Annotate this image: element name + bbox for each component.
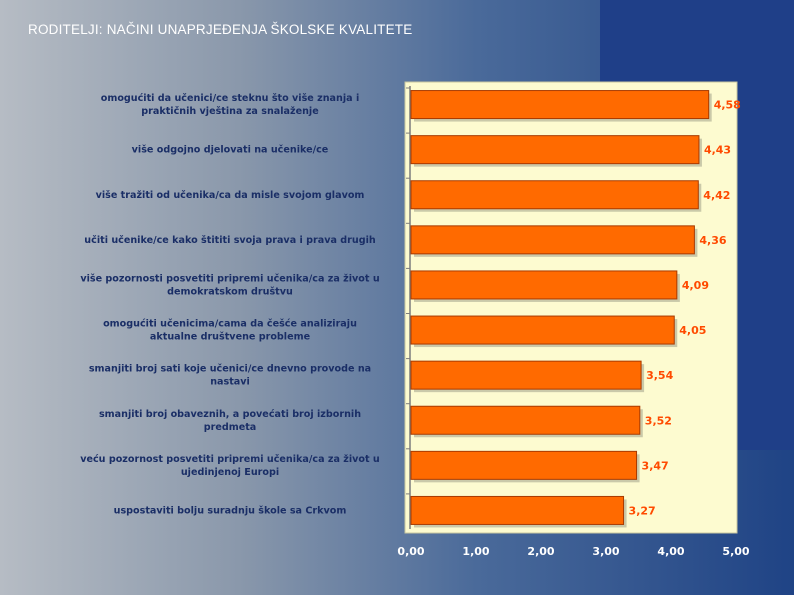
value-label-7: 3,54 — [646, 369, 673, 382]
bar-10 — [410, 495, 625, 525]
x-tick-label: 3,00 — [592, 545, 619, 558]
bar-7 — [410, 360, 642, 390]
x-tick-label: 1,00 — [462, 545, 489, 558]
category-label-line: predmeta — [204, 422, 257, 433]
category-label-line: aktualne društvene probleme — [150, 331, 311, 343]
bar-3 — [410, 180, 699, 210]
category-label-line: više pozornosti posvetiti pripremi učeni… — [80, 272, 379, 284]
category-label-line: demokratskom društvu — [167, 285, 293, 297]
category-label-9: veću pozornost posvetiti pripremi učenik… — [80, 453, 380, 478]
value-label-2: 4,43 — [704, 144, 731, 157]
value-label-1: 4,58 — [714, 99, 741, 112]
category-label-line: uspostaviti bolju suradnju škole sa Crkv… — [114, 504, 347, 516]
x-tick-label: 2,00 — [527, 545, 554, 558]
category-label-5: više pozornosti posvetiti pripremi učeni… — [80, 272, 379, 297]
category-label-line: smanjiti broj obaveznih, a povećati broj… — [99, 408, 361, 420]
category-label-1: omogućiti da učenici/ce steknu što više … — [101, 92, 360, 117]
category-label-line: omogućiti da učenici/ce steknu što više … — [101, 92, 360, 104]
bar-6 — [410, 315, 675, 345]
value-label-6: 4,05 — [679, 324, 706, 337]
value-label-5: 4,09 — [682, 279, 709, 292]
category-label-10: uspostaviti bolju suradnju škole sa Crkv… — [114, 504, 347, 516]
bar-2 — [410, 135, 700, 165]
category-label-4: učiti učenike/ce kako štititi svoja prav… — [84, 234, 376, 246]
category-label-line: učiti učenike/ce kako štititi svoja prav… — [84, 234, 376, 246]
category-label-line: praktičnih vještina za snalaženje — [141, 105, 319, 117]
category-label-line: smanjiti broj sati koje učenici/ce dnevn… — [89, 363, 371, 375]
value-label-9: 3,47 — [642, 459, 669, 472]
value-label-4: 4,36 — [699, 234, 726, 247]
category-label-line: veću pozornost posvetiti pripremi učenik… — [80, 453, 380, 465]
slide-title: RODITELJI: NAČINI UNAPRJEĐENJA ŠKOLSKE K… — [28, 22, 413, 37]
category-label-7: smanjiti broj sati koje učenici/ce dnevn… — [89, 363, 371, 388]
category-label-line: omogućiti učenicima/cama da češće analiz… — [103, 318, 357, 330]
bar-4 — [410, 225, 695, 255]
category-label-2: više odgojno djelovati na učenike/ce — [132, 144, 329, 156]
category-label-line: ujedinjenoj Europi — [181, 467, 279, 478]
bar-1 — [410, 90, 710, 120]
category-label-6: omogućiti učenicima/cama da češće analiz… — [103, 318, 357, 343]
bar-9 — [410, 450, 638, 480]
value-label-10: 3,27 — [629, 504, 656, 517]
category-label-8: smanjiti broj obaveznih, a povećati broj… — [99, 408, 361, 433]
bar-8 — [410, 405, 641, 435]
category-label-line: više tražiti od učenika/ca da misle svoj… — [96, 189, 365, 201]
x-tick-label: 4,00 — [657, 545, 684, 558]
category-label-line: više odgojno djelovati na učenike/ce — [132, 144, 329, 156]
value-label-3: 4,42 — [703, 189, 730, 202]
x-tick-label: 5,00 — [722, 545, 749, 558]
x-tick-label: 0,00 — [397, 545, 424, 558]
category-label-line: nastavi — [210, 377, 250, 388]
value-label-8: 3,52 — [645, 414, 672, 427]
category-label-3: više tražiti od učenika/ca da misle svoj… — [96, 189, 365, 201]
bar-5 — [410, 270, 678, 300]
